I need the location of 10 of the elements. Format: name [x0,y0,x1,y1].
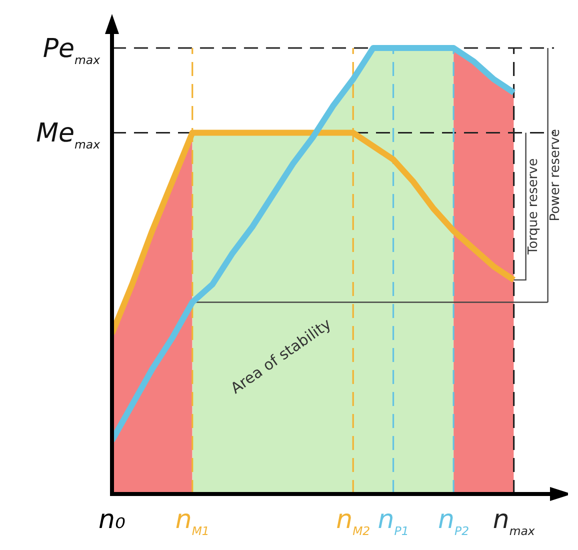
x-tick-label: n$_{max}$ [492,505,536,538]
x-tick-label: n$_{P1}$ [378,505,409,538]
x-tick-label: n$_{P2}$ [438,505,470,538]
annotation: Torque reserve [526,158,541,256]
x-tick-label: n$_{M1}$ [175,505,210,538]
ref-line-label: Pe$_{max}$ [42,34,102,67]
x-tick-label: n₀ [98,505,126,535]
x-tick-label: n$_{M2}$ [336,505,370,538]
ref-line-label: Me$_{max}$ [36,118,102,152]
annotation: Power reserve [548,128,563,222]
